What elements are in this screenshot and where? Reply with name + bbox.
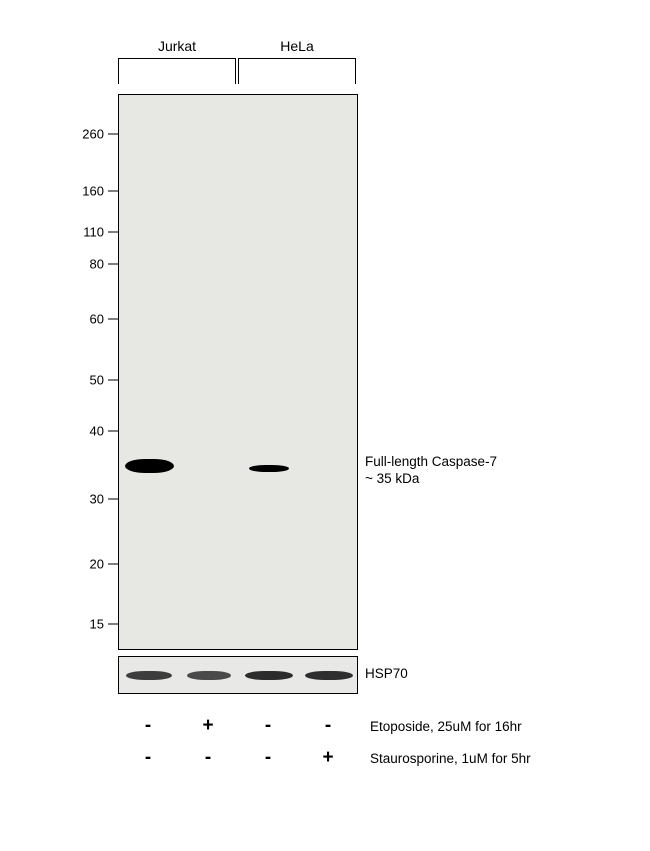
ladder-value: 20 (90, 557, 104, 572)
ladder-tick-line (108, 431, 118, 432)
annotation-line1: Full-length Caspase-7 (365, 454, 497, 471)
treatment-mark: - (238, 747, 298, 769)
mw-ladder: 260 160 110 80 60 50 40 30 20 15 (60, 94, 118, 650)
ladder-tick-line (108, 564, 118, 565)
protein-band (125, 459, 174, 473)
ladder-tick: 160 (82, 184, 118, 199)
ladder-tick: 40 (90, 424, 118, 439)
treatment-label: Staurosporine, 1uM for 5hr (370, 751, 531, 766)
loading-band (245, 671, 293, 680)
band-annotation: Full-length Caspase-7 ~ 35 kDa (365, 454, 497, 488)
ladder-value: 260 (82, 127, 104, 142)
ladder-tick-line (108, 499, 118, 500)
loading-blot (118, 656, 358, 694)
main-blot-region: 260 160 110 80 60 50 40 30 20 15 Full-length Casp… (60, 94, 620, 650)
ladder-tick-line (108, 134, 118, 135)
ladder-tick-line (108, 319, 118, 320)
ladder-tick: 110 (83, 225, 118, 240)
ladder-tick: 30 (90, 492, 118, 507)
ladder-value: 80 (90, 257, 104, 272)
ladder-tick: 20 (90, 557, 118, 572)
annotation-line2: ~ 35 kDa (365, 471, 497, 488)
ladder-value: 50 (90, 373, 104, 388)
cell-line-bracket (238, 58, 356, 84)
treatment-mark: - (118, 747, 178, 769)
treatment-mark: + (298, 747, 358, 769)
ladder-tick-line (108, 232, 118, 233)
ladder-value: 15 (90, 617, 104, 632)
treatment-mark: - (118, 715, 178, 737)
ladder-value: 30 (90, 492, 104, 507)
protein-band (249, 465, 289, 472)
ladder-tick-line (108, 264, 118, 265)
loading-band (126, 671, 172, 680)
ladder-tick: 50 (90, 373, 118, 388)
treatment-row: ---+Staurosporine, 1uM for 5hr (118, 742, 620, 774)
ladder-tick: 260 (82, 127, 118, 142)
cell-line-bracket (118, 58, 236, 84)
treatment-mark: - (238, 715, 298, 737)
loading-band (305, 671, 353, 680)
ladder-tick: 15 (90, 617, 118, 632)
treatment-row: -+--Etoposide, 25uM for 16hr (118, 710, 620, 742)
ladder-tick: 60 (90, 312, 118, 327)
treatment-mark: - (178, 747, 238, 769)
cell-line-header: JurkatHeLa (118, 40, 620, 90)
main-blot (118, 94, 358, 650)
ladder-tick-line (108, 191, 118, 192)
ladder-tick-line (108, 624, 118, 625)
cell-line-label: HeLa (238, 38, 356, 54)
treatment-mark: + (178, 715, 238, 737)
treatment-mark: - (298, 715, 358, 737)
ladder-value: 160 (82, 184, 104, 199)
ladder-value: 40 (90, 424, 104, 439)
ladder-value: 60 (90, 312, 104, 327)
loading-control-label: HSP70 (365, 666, 408, 681)
cell-line-label: Jurkat (118, 38, 236, 54)
treatment-table: -+--Etoposide, 25uM for 16hr---+Staurosp… (118, 710, 620, 774)
ladder-value: 110 (83, 225, 104, 240)
ladder-tick-line (108, 380, 118, 381)
treatment-label: Etoposide, 25uM for 16hr (370, 719, 522, 734)
ladder-tick: 80 (90, 257, 118, 272)
loading-band (187, 671, 231, 680)
loading-control-region: HSP70 (60, 656, 620, 694)
